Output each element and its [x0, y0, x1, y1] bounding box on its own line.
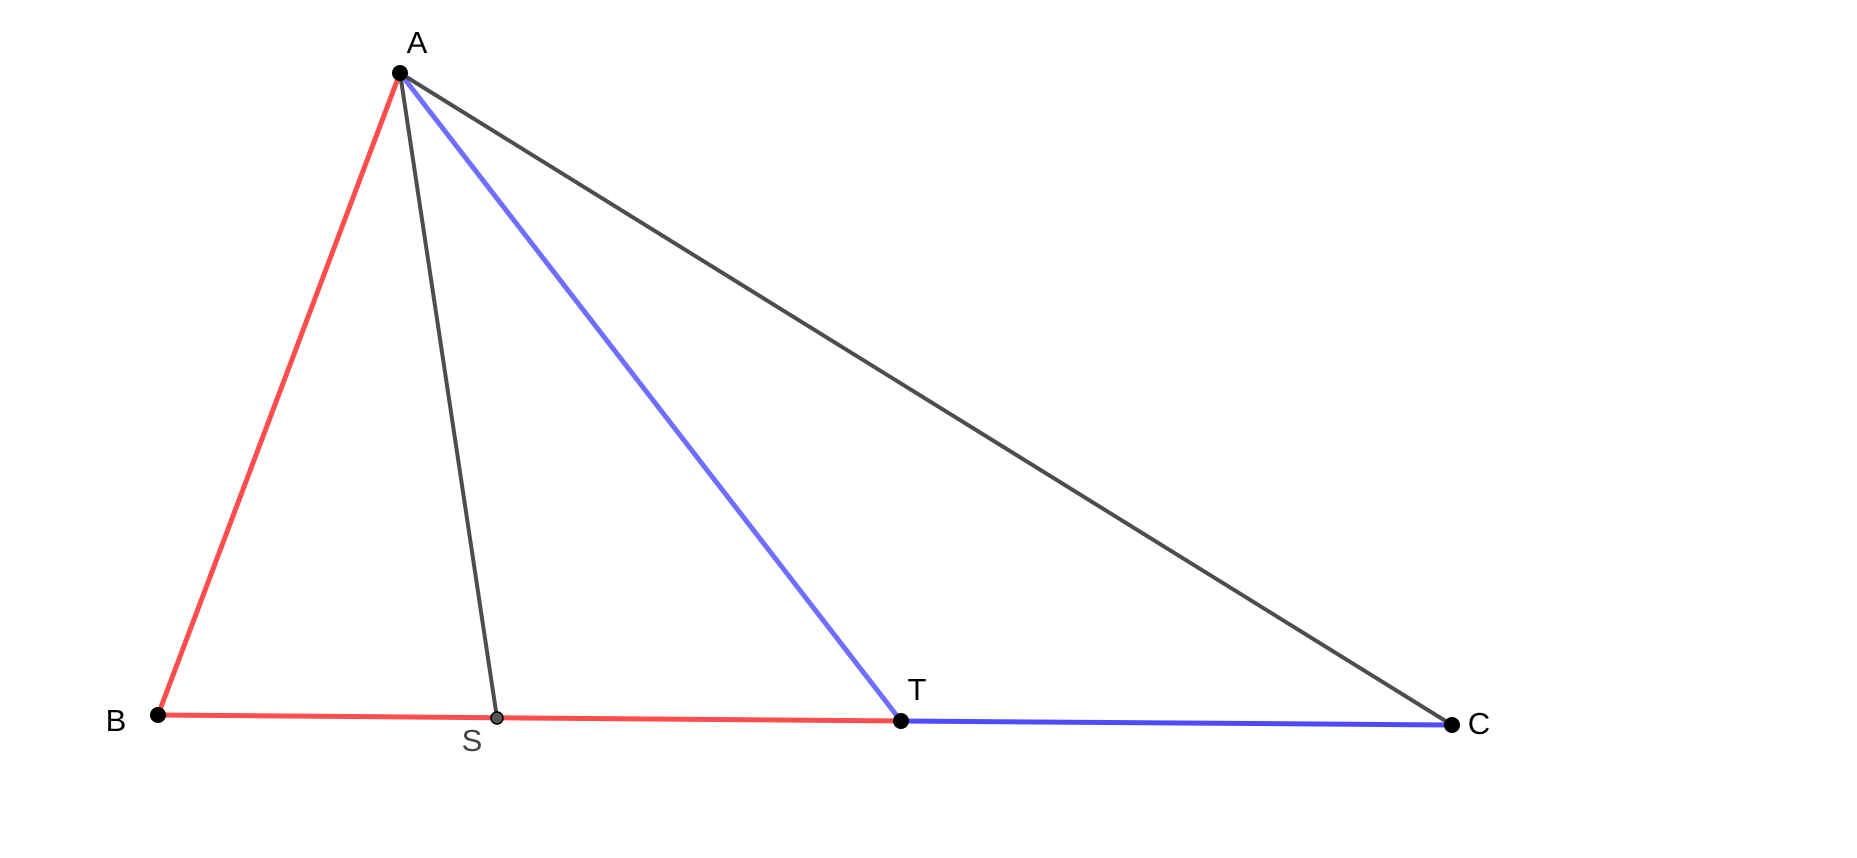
point-t: [893, 713, 909, 729]
segment-bt: [157, 712, 902, 724]
point-a: [392, 65, 408, 81]
segment-as: [398, 72, 499, 719]
point-b: [150, 707, 166, 723]
label-b: B: [106, 703, 127, 738]
segment-ac: [398, 71, 1454, 727]
label-c: C: [1468, 706, 1490, 741]
point-s: [490, 711, 504, 725]
segment-ab: [155, 72, 403, 716]
label-t: T: [908, 672, 927, 707]
label-a: A: [407, 25, 428, 60]
segment-at: [398, 71, 903, 723]
label-s: S: [462, 723, 483, 758]
segment-tc: [900, 718, 1453, 728]
point-c: [1444, 717, 1460, 733]
